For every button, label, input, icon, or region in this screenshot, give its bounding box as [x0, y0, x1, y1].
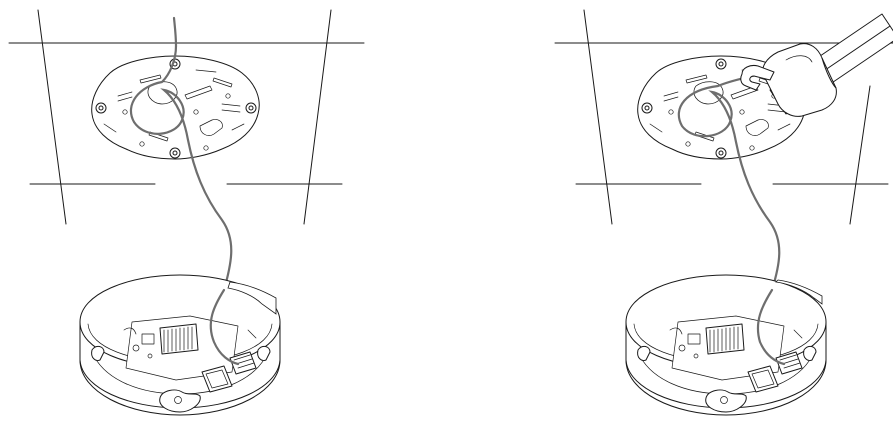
housing	[79, 274, 281, 416]
housing-label-tab	[775, 279, 823, 305]
cable-into-housing	[756, 288, 786, 366]
wall-edge-left	[583, 9, 613, 225]
cable-loop	[677, 72, 781, 292]
housing	[625, 274, 827, 416]
cable-top	[172, 16, 178, 48]
installation-tool	[740, 13, 893, 117]
cable-into-housing	[209, 288, 240, 366]
housing-label-tab	[227, 281, 277, 315]
panel-left	[8, 9, 365, 416]
mounting-plate	[91, 55, 260, 160]
cable-loop	[129, 44, 233, 292]
wall-edge-right	[849, 85, 871, 225]
wall-edge-left	[37, 9, 67, 225]
panel-right	[554, 9, 893, 416]
wall-edge-right	[303, 9, 332, 225]
